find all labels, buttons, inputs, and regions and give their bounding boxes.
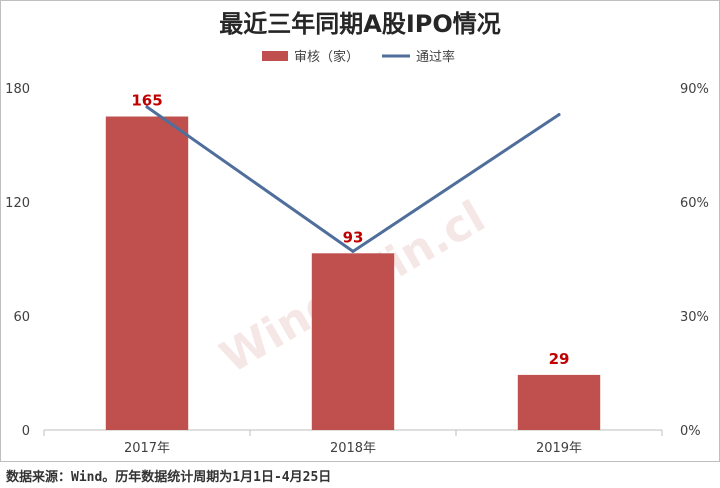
line-point <box>557 113 561 117</box>
x-tick-label: 2018年 <box>330 441 376 456</box>
bar-data-label: 93 <box>343 228 364 246</box>
legend-label-bar: 审核（家） <box>294 49 359 65</box>
legend: 审核（家） 通过率 <box>262 49 455 65</box>
x-tick-label: 2019年 <box>536 441 582 456</box>
bar <box>517 374 601 430</box>
line-point <box>351 249 355 253</box>
legend-bar-swatch <box>262 51 288 61</box>
y-left-tick-label: 0 <box>22 424 30 439</box>
legend-label-line: 通过率 <box>416 49 455 65</box>
bar-series <box>105 116 601 430</box>
chart-title: 最近三年同期A股IPO情况 <box>219 10 501 38</box>
line-series <box>145 105 561 253</box>
chart-container: 最近三年同期A股IPO情况 审核（家） 通过率 Wind.Win.cl 2017… <box>0 0 720 462</box>
chart-svg: 最近三年同期A股IPO情况 审核（家） 通过率 Wind.Win.cl 2017… <box>0 0 720 462</box>
data-labels: 165 93 29 <box>131 92 569 368</box>
x-tick-label: 2017年 <box>124 441 170 456</box>
y-left-tick-label: 120 <box>5 196 30 211</box>
line-point <box>145 105 149 109</box>
bar <box>311 253 395 430</box>
y-right-tick-label: 90% <box>680 82 709 97</box>
y-left-tick-label: 60 <box>13 310 30 325</box>
source-note: 数据来源：Wind。历年数据统计周期为1月1日-4月25日 <box>6 470 332 485</box>
bar-data-label: 29 <box>549 350 570 368</box>
y-right-tick-label: 0% <box>680 424 701 439</box>
y-right-tick-label: 30% <box>680 310 709 325</box>
bar-data-label: 165 <box>131 92 162 110</box>
y-right-tick-label: 60% <box>680 196 709 211</box>
bar <box>105 116 189 430</box>
y-left-tick-label: 180 <box>5 82 30 97</box>
